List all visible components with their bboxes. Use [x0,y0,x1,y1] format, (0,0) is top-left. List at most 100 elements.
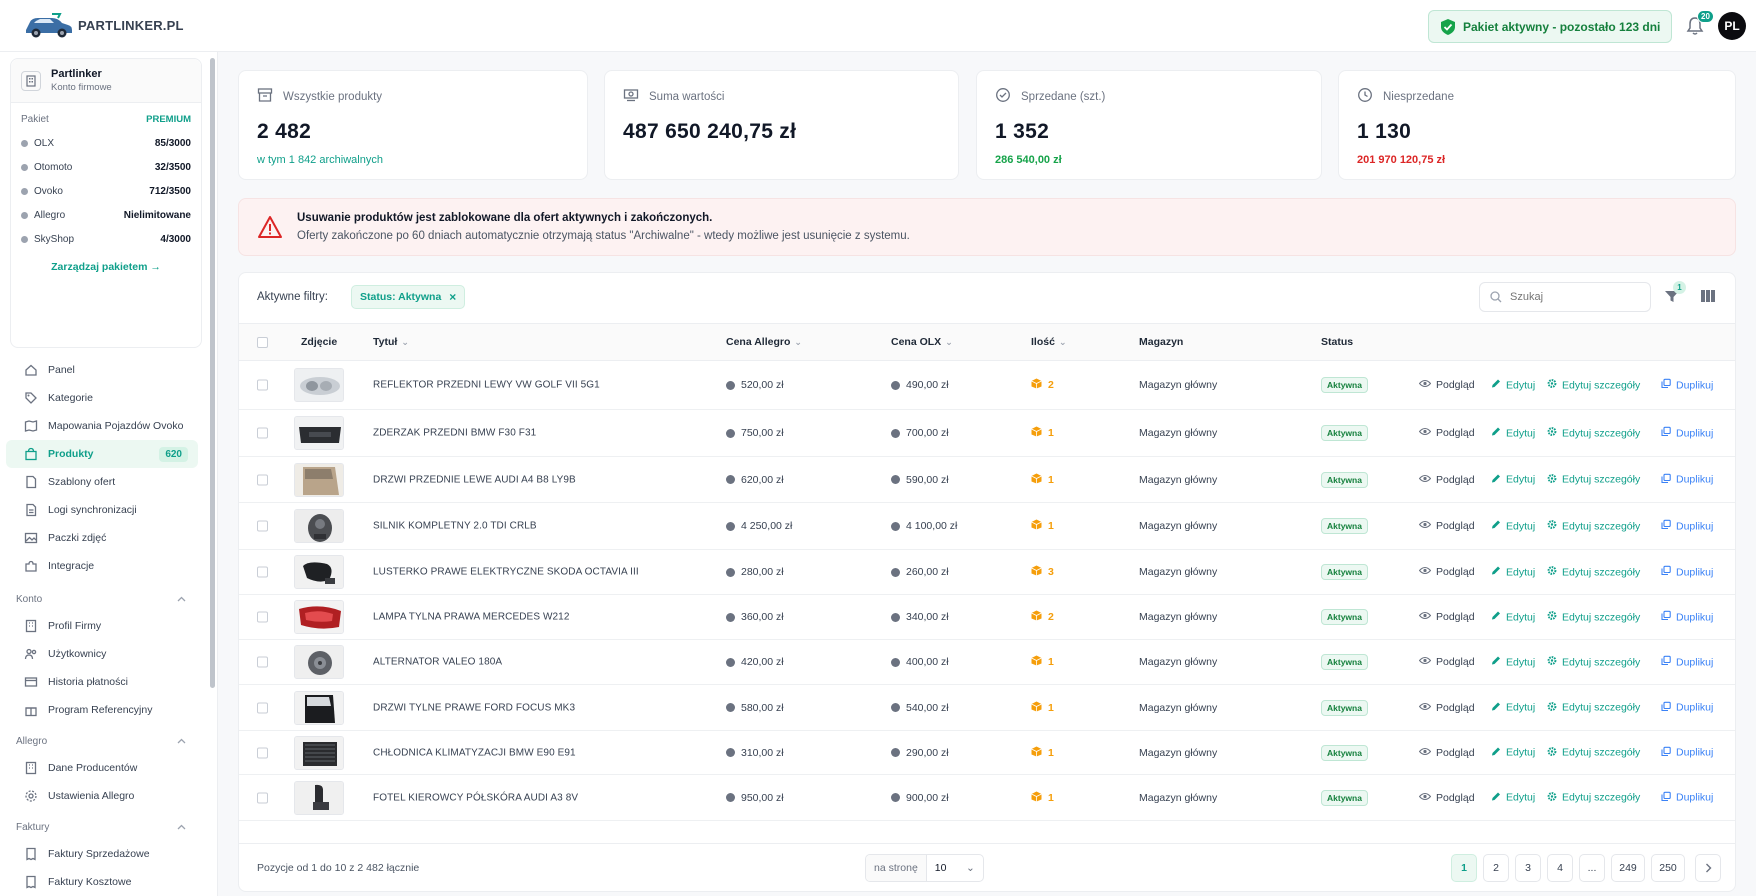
row-checkbox[interactable] [257,520,268,532]
row-checkbox[interactable] [257,702,268,713]
duplicate-button[interactable]: Duplikuj [1661,519,1713,533]
row-checkbox[interactable] [257,379,268,391]
row-checkbox-cell[interactable] [257,427,268,439]
edit-details-button[interactable]: Edytuj szczegóły [1547,791,1640,804]
row-checkbox[interactable] [257,656,268,668]
sidebar-item-faktury-sprzedazowe[interactable]: Faktury Sprzedażowe [6,840,198,868]
search-input[interactable] [1510,291,1630,303]
row-checkbox[interactable] [257,474,268,485]
package-status-pill[interactable]: Pakiet aktywny - pozostało 123 dni [1428,10,1672,43]
product-thumbnail[interactable] [294,645,344,679]
product-thumbnail[interactable] [294,735,344,770]
manage-package-link[interactable]: Zarządzaj pakietem → [51,261,161,273]
row-checkbox[interactable] [257,566,268,578]
preview-button[interactable]: Podgląd [1418,702,1475,714]
col-title[interactable]: Tytuł ⌄ [373,336,409,348]
sidebar-item-paczki-zdjec[interactable]: Paczki zdjęć [6,524,198,552]
row-checkbox-cell[interactable] [257,656,268,668]
edit-button[interactable]: Edytuj [1491,520,1535,533]
sidebar-item-mapowania-pojazdow-ovoko[interactable]: Mapowania Pojazdów Ovoko [6,412,198,440]
sidebar-item-uzytkownicy[interactable]: Użytkownicy [6,640,198,668]
table-row[interactable]: ALTERNATOR VALEO 180A 420,00 zł 400,00 zł 1… [239,640,1735,685]
product-title[interactable]: SILNIK KOMPLETNY 2.0 TDI CRLB [373,520,537,532]
sidebar-item-dane-producentow[interactable]: Dane Producentów [6,754,198,782]
select-all-checkbox[interactable] [257,337,268,348]
page-button[interactable]: 3 [1515,854,1541,882]
product-thumbnail[interactable] [294,462,344,497]
table-row[interactable]: DRZWI PRZEDNIE LEWE AUDI A4 B8 LY9B 620,0… [239,457,1735,503]
table-row[interactable]: CHŁODNICA KLIMATYZACJI BMW E90 E91 310,00… [239,731,1735,775]
product-thumbnail[interactable] [294,416,344,450]
row-checkbox-cell[interactable] [257,747,268,758]
edit-details-button[interactable]: Edytuj szczegóły [1547,473,1640,486]
col-price-allegro[interactable]: Cena Allegro ⌄ [726,336,802,348]
preview-button[interactable]: Podgląd [1418,747,1475,759]
columns-icon[interactable] [1699,287,1717,305]
sidebar-item-panel[interactable]: Panel [6,356,198,384]
filter-icon[interactable] [1663,287,1681,305]
sidebar-item-logi-synchronizacji[interactable]: Logi synchronizacji [6,496,198,524]
table-row[interactable]: ZDERZAK PRZEDNI BMW F30 F31 750,00 zł 700,… [239,410,1735,457]
product-title[interactable]: CHŁODNICA KLIMATYZACJI BMW E90 E91 [373,747,576,758]
page-button[interactable]: 1 [1451,854,1477,882]
edit-button[interactable]: Edytuj [1491,566,1535,579]
duplicate-button[interactable]: Duplikuj [1661,378,1713,392]
select-all-checkbox-cell[interactable] [257,337,268,348]
row-checkbox-cell[interactable] [257,702,268,713]
edit-button[interactable]: Edytuj [1491,379,1535,392]
duplicate-button[interactable]: Duplikuj [1661,565,1713,579]
duplicate-button[interactable]: Duplikuj [1661,746,1713,759]
table-row[interactable]: FOTEL KIEROWCY PÓŁSKÓRA AUDI A3 8V 950,00… [239,775,1735,821]
product-title[interactable]: ZDERZAK PRZEDNI BMW F30 F31 [373,427,537,439]
edit-details-button[interactable]: Edytuj szczegóły [1547,520,1640,533]
row-checkbox-cell[interactable] [257,611,268,623]
row-checkbox-cell[interactable] [257,792,268,803]
edit-button[interactable]: Edytuj [1491,656,1535,669]
page-button[interactable]: 249 [1611,854,1645,882]
sidebar-item-profil-firmy[interactable]: Profil Firmy [6,612,198,640]
sidebar-scrollbar[interactable] [210,58,215,688]
edit-button[interactable]: Edytuj [1491,746,1535,759]
sidebar-section-header[interactable]: Konto [0,586,206,612]
page-button[interactable]: 2 [1483,854,1509,882]
product-title[interactable]: DRZWI TYLNE PRAWE FORD FOCUS MK3 [373,702,576,713]
sidebar-item-kategorie[interactable]: Kategorie [6,384,198,412]
product-title[interactable]: ALTERNATOR VALEO 180A [373,656,503,668]
table-row[interactable]: DRZWI TYLNE PRAWE FORD FOCUS MK3 580,00 z… [239,685,1735,731]
edit-details-button[interactable]: Edytuj szczegóły [1547,656,1640,669]
sidebar-item-faktury-kosztowe[interactable]: Faktury Kosztowe [6,868,198,896]
sidebar-item-historia-platnosci[interactable]: Historia płatności [6,668,198,696]
next-page-button[interactable] [1695,854,1721,882]
sidebar-item-program-referencyjny[interactable]: Program Referencyjny [6,696,198,724]
product-thumbnail[interactable] [294,555,344,589]
product-thumbnail[interactable] [294,780,344,815]
duplicate-button[interactable]: Duplikuj [1661,791,1713,804]
remove-filter-icon[interactable]: × [449,290,457,304]
product-title[interactable]: REFLEKTOR PRZEDNI LEWY VW GOLF VII 5G1 [373,379,600,391]
edit-details-button[interactable]: Edytuj szczegóły [1547,746,1640,759]
preview-button[interactable]: Podgląd [1418,379,1475,391]
row-checkbox[interactable] [257,747,268,758]
table-row[interactable]: REFLEKTOR PRZEDNI LEWY VW GOLF VII 5G1 52… [239,361,1735,410]
edit-button[interactable]: Edytuj [1491,791,1535,804]
duplicate-button[interactable]: Duplikuj [1661,655,1713,669]
preview-button[interactable]: Podgląd [1418,611,1475,623]
row-checkbox-cell[interactable] [257,566,268,578]
preview-button[interactable]: Podgląd [1418,656,1475,668]
table-row[interactable]: LAMPA TYLNA PRAWA MERCEDES W212 360,00 zł… [239,595,1735,640]
preview-button[interactable]: Podgląd [1418,792,1475,804]
edit-details-button[interactable]: Edytuj szczegóły [1547,566,1640,579]
preview-button[interactable]: Podgląd [1418,520,1475,532]
row-checkbox[interactable] [257,427,268,439]
duplicate-button[interactable]: Duplikuj [1661,426,1713,440]
edit-button[interactable]: Edytuj [1491,427,1535,440]
preview-button[interactable]: Podgląd [1418,566,1475,578]
product-thumbnail[interactable] [294,600,344,634]
sidebar-section-header[interactable]: Allegro [0,728,206,754]
edit-details-button[interactable]: Edytuj szczegóły [1547,611,1640,624]
row-checkbox-cell[interactable] [257,474,268,485]
col-qty[interactable]: Ilość ⌄ [1031,336,1066,348]
table-row[interactable]: SILNIK KOMPLETNY 2.0 TDI CRLB 4 250,00 zł… [239,503,1735,550]
col-price-olx[interactable]: Cena OLX ⌄ [891,336,953,348]
sidebar-item-integracje[interactable]: Integracje [6,552,198,580]
